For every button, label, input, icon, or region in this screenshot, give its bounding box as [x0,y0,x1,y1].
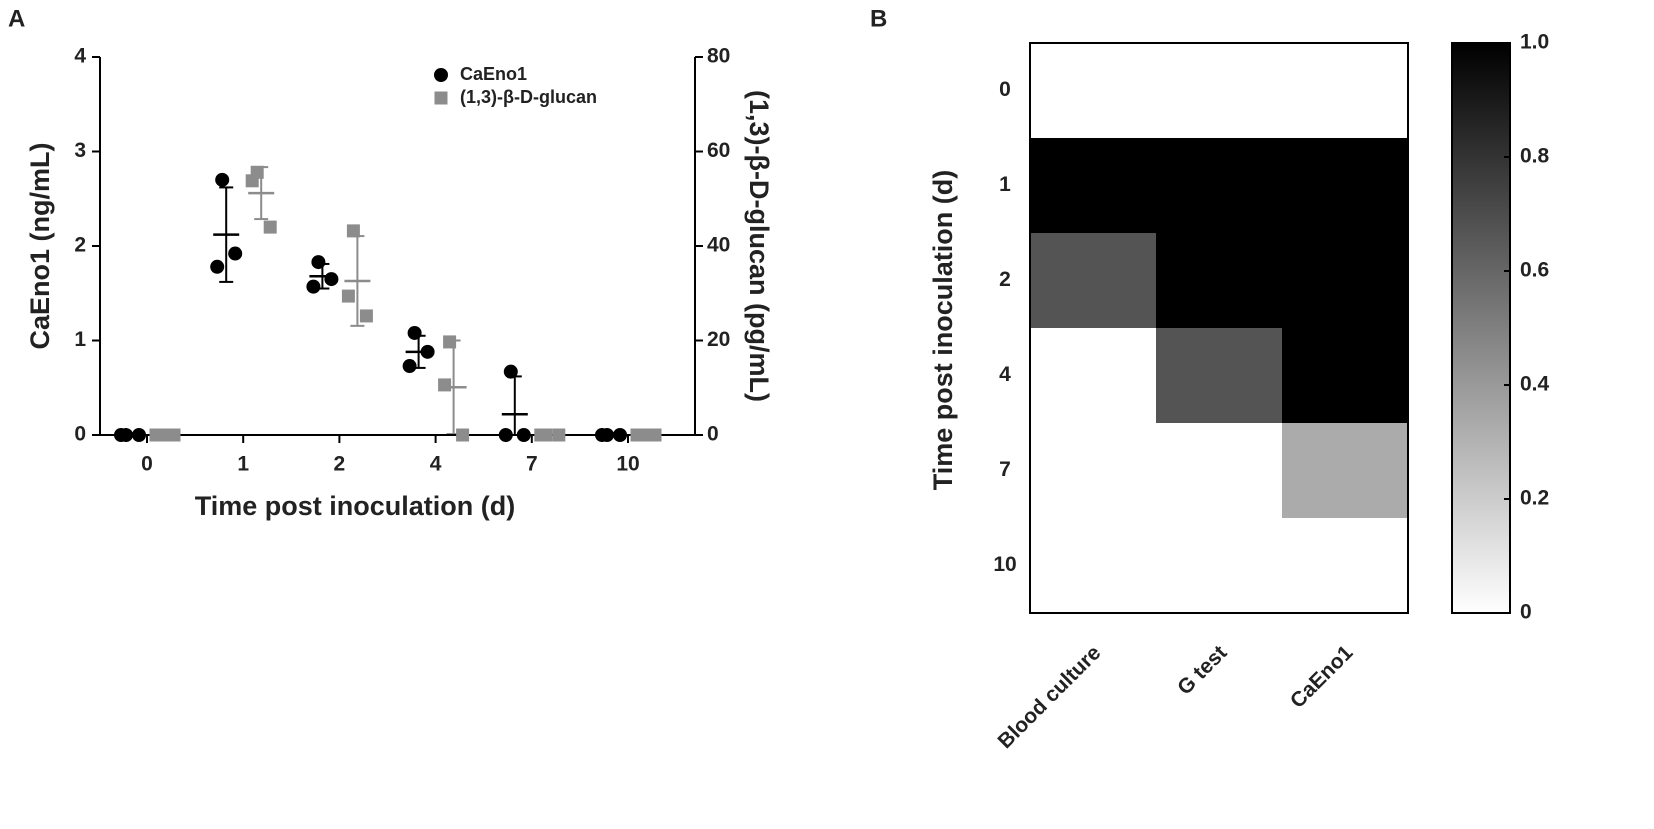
x-tick-label: 2 [334,453,346,476]
x-tick-label: G test [1173,641,1231,699]
point [341,289,355,303]
point [346,224,360,238]
cell [1030,43,1157,139]
point [407,325,422,340]
cell [1156,518,1283,614]
cell [1030,518,1157,614]
point [420,344,435,359]
point [552,428,566,442]
colorbar-tick-label: 1.0 [1520,31,1549,54]
y-tick-label: 2 [74,234,86,257]
y-tick-label: 3 [74,139,86,162]
y-tick-label: 2 [999,268,1011,291]
y2-tick-label: 20 [707,328,730,351]
x-tick-label: 4 [430,453,442,476]
point [595,428,609,442]
point [648,428,662,442]
cell [1030,423,1157,519]
y-tick-label: 1 [999,173,1011,196]
point [228,246,243,261]
legend-label: CaEno1 [460,64,527,84]
y-tick-label: 4 [74,45,86,68]
panel-label: B [870,5,887,32]
point [438,378,452,392]
cell [1156,43,1283,139]
point [503,364,518,379]
y2-tick-label: 40 [707,234,730,257]
y2-tick-label: 0 [707,423,719,446]
point [516,428,531,442]
y-tick-label: 1 [74,328,86,351]
point [402,359,417,374]
point [167,428,181,442]
cell [1156,138,1283,234]
cell [1030,233,1157,329]
legend-marker [434,91,448,105]
y-tick-label: 0 [74,423,86,446]
point [210,259,225,274]
point [215,172,230,187]
plot-area [117,166,659,435]
x-tick-label: 10 [616,453,639,476]
x-tick-label: 0 [141,453,153,476]
y-tick-label: 7 [999,458,1011,481]
legend-marker [434,68,448,82]
cell [1282,43,1409,139]
point [114,428,128,442]
colorbar-tick-label: 0.4 [1520,373,1550,396]
point [263,220,277,234]
y2-tick-label: 60 [707,139,730,162]
x-tick-label: 1 [237,453,249,476]
cell [1282,518,1409,614]
cell [1282,423,1409,519]
cell [1156,233,1283,329]
point [443,335,457,349]
cell [1282,233,1409,329]
y2-axis-label: (1,3)-β-D-glucan (pg/mL) [744,90,774,402]
y-tick-label: 4 [999,363,1011,386]
point [149,428,163,442]
point [324,272,339,287]
cell [1030,138,1157,234]
point [456,428,470,442]
cell [1156,328,1283,424]
point [498,428,513,442]
colorbar [1451,42,1511,614]
colorbar-tick-label: 0 [1520,601,1532,624]
colorbar-tick-label: 0.2 [1520,487,1549,510]
x-tick-label: CaEno1 [1286,641,1358,713]
y-tick-label: 0 [999,78,1011,101]
point [245,174,259,188]
heatmap-frame [1029,42,1409,614]
legend-label: (1,3)-β-D-glucan [460,87,597,107]
panel-label: A [8,5,25,32]
point [613,428,627,442]
point [132,428,146,442]
cell [1282,138,1409,234]
point [359,309,373,323]
x-axis-label: Time post inoculation (d) [195,491,516,521]
point [534,428,548,442]
cell [1030,328,1157,424]
x-tick-label: Blood culture [993,641,1105,753]
colorbar-tick-label: 0.6 [1520,259,1549,282]
y-tick-label: 10 [993,553,1016,576]
x-tick-label: 7 [526,453,538,476]
colorbar-tick-label: 0.8 [1520,145,1550,168]
point [311,255,326,270]
cell [1156,423,1283,519]
y2-tick-label: 80 [707,45,730,68]
y-axis-label: Time post inoculation (d) [928,170,958,491]
cell [1282,328,1409,424]
point [306,279,321,294]
y-axis-label: CaEno1 (ng/mL) [25,143,55,350]
point [630,428,644,442]
